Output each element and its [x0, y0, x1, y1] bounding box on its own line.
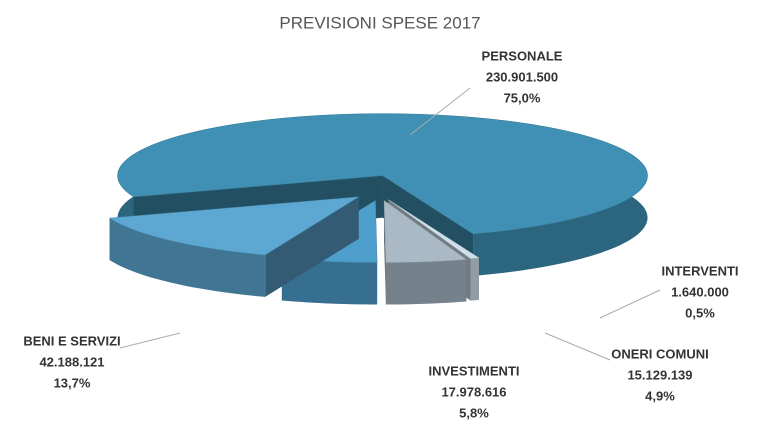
- leader-line: [119, 332, 181, 349]
- slice: [108, 196, 359, 256]
- value-label: 1.640.000: [671, 284, 729, 299]
- leader-line: [409, 87, 471, 136]
- category-label: ONERI COMUNI: [611, 346, 709, 361]
- category-label: INVESTIMENTI: [428, 363, 519, 378]
- chart-title: PREVISIONI SPESE 2017: [279, 13, 480, 32]
- labels: PERSONALE 230.901.500 75,0% INTERVENTI 1.640…: [23, 48, 738, 420]
- percentage-label: 5,8%: [459, 405, 489, 420]
- slice-side: [470, 257, 479, 301]
- value-label: 15.129.139: [627, 367, 692, 382]
- leader-line: [544, 332, 611, 361]
- value-label: 230.901.500: [486, 69, 558, 84]
- slice: [388, 199, 480, 259]
- slice-side: [385, 259, 467, 305]
- value-label: 17.978.616: [441, 384, 506, 399]
- pie: [108, 113, 648, 305]
- category-label: BENI E SERVIZI: [23, 333, 120, 348]
- percentage-label: 75,0%: [504, 90, 541, 105]
- percentage-label: 4,9%: [645, 388, 675, 403]
- category-label: INTERVENTI: [661, 263, 738, 278]
- percentage-label: 0,5%: [685, 305, 715, 320]
- value-label: 42.188.121: [39, 354, 104, 369]
- slice: [383, 200, 467, 263]
- slice-side: [384, 200, 386, 305]
- percentage-label: 13,7%: [54, 375, 91, 390]
- category-label: PERSONALE: [482, 48, 563, 63]
- slice-side: [109, 218, 266, 297]
- slice: [117, 113, 648, 235]
- leader-line: [599, 289, 661, 319]
